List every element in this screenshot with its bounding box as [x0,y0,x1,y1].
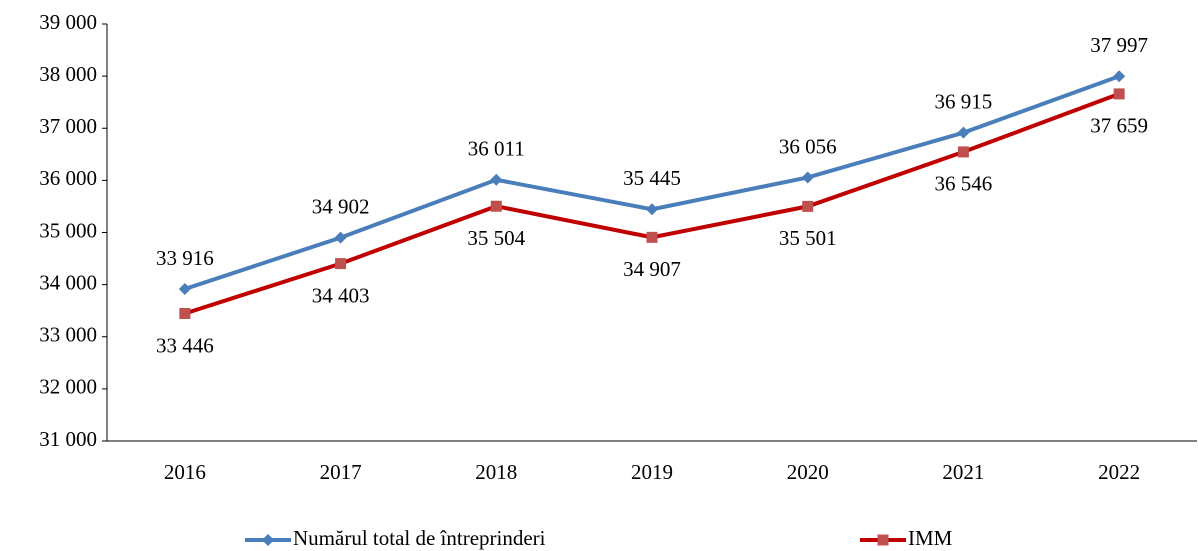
data-label: 37 997 [1090,33,1148,57]
data-label: 33 446 [156,333,214,357]
point [1113,88,1125,100]
point [178,283,191,296]
y-tick-label: 36 000 [39,166,97,190]
data-label: 34 902 [312,194,370,218]
data-label: 34 907 [623,257,681,281]
y-tick-label: 38 000 [39,62,97,86]
point [490,200,502,212]
data-label: 35 501 [779,226,837,250]
x-tick-label: 2021 [942,460,984,484]
point [334,231,347,244]
x-tick-label: 2022 [1098,460,1140,484]
point [179,308,191,320]
point [490,173,503,186]
x-tick-label: 2016 [164,460,206,484]
y-tick-label: 32 000 [39,375,97,399]
legend-marker [262,534,274,546]
legend-label: IMM [908,526,953,550]
point [957,146,969,158]
y-tick-label: 34 000 [39,270,97,294]
point [646,203,658,216]
point [335,258,347,270]
data-label: 35 445 [623,166,681,190]
data-label: 36 056 [779,134,837,158]
point [1113,70,1126,83]
point [802,200,814,212]
point [646,231,658,243]
x-tick-label: 2019 [631,460,673,484]
y-tick-label: 31 000 [39,427,97,451]
data-label: 36 546 [935,172,993,196]
y-tick-label: 33 000 [39,323,97,347]
y-tick-label: 39 000 [39,10,97,34]
data-label: 33 916 [156,246,214,270]
y-tick-label: 35 000 [39,218,97,242]
legend-label: Numărul total de întreprinderi [293,526,546,550]
x-tick-label: 2018 [475,460,517,484]
data-label: 37 659 [1090,114,1148,138]
x-tick-label: 2017 [320,460,362,484]
y-tick-label: 37 000 [39,114,97,138]
data-label: 35 504 [467,226,525,250]
legend-marker [877,534,889,546]
point [957,126,970,139]
data-label: 36 915 [935,89,993,113]
point [801,171,814,184]
data-label: 36 011 [468,137,525,161]
data-label: 34 403 [312,283,370,307]
x-tick-label: 2020 [787,460,829,484]
